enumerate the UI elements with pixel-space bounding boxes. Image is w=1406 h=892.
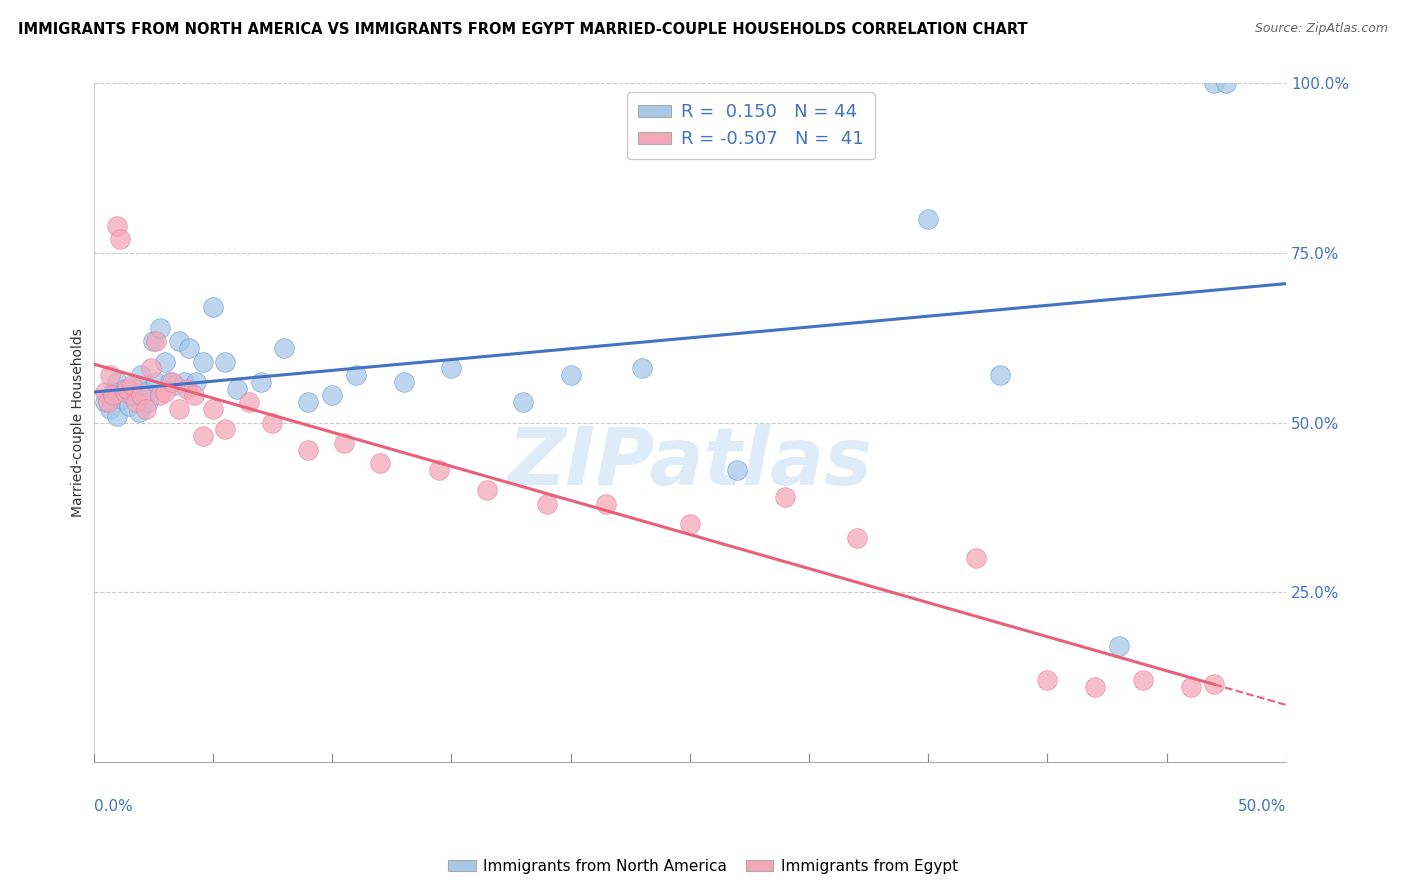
Point bbox=[917, 212, 939, 227]
Legend: R =  0.150   N = 44, R = -0.507   N =  41: R = 0.150 N = 44, R = -0.507 N = 41 bbox=[627, 93, 875, 159]
Point bbox=[1132, 673, 1154, 688]
Point bbox=[183, 388, 205, 402]
Point bbox=[214, 354, 236, 368]
Point bbox=[98, 402, 121, 417]
Point bbox=[512, 395, 534, 409]
Point bbox=[177, 341, 200, 355]
Point bbox=[129, 388, 152, 402]
Text: Source: ZipAtlas.com: Source: ZipAtlas.com bbox=[1254, 22, 1388, 36]
Point bbox=[163, 378, 186, 392]
Point bbox=[1204, 677, 1226, 691]
Point bbox=[1108, 640, 1130, 654]
Point bbox=[427, 463, 450, 477]
Point bbox=[121, 388, 143, 402]
Point bbox=[392, 375, 415, 389]
Point bbox=[727, 463, 749, 477]
Point bbox=[94, 395, 117, 409]
Point bbox=[845, 531, 868, 545]
Point bbox=[125, 395, 148, 409]
Point bbox=[153, 385, 176, 400]
Point bbox=[1204, 77, 1226, 91]
Point bbox=[368, 456, 391, 470]
Point bbox=[679, 517, 702, 532]
Point bbox=[149, 388, 172, 402]
Point bbox=[321, 388, 343, 402]
Point bbox=[97, 395, 120, 409]
Point bbox=[98, 368, 121, 383]
Point bbox=[94, 385, 117, 400]
Point bbox=[173, 375, 195, 389]
Point bbox=[107, 375, 129, 389]
Point bbox=[214, 422, 236, 436]
Point bbox=[184, 375, 207, 389]
Point bbox=[111, 392, 134, 406]
Point bbox=[1084, 680, 1107, 694]
Point bbox=[536, 497, 558, 511]
Point bbox=[138, 395, 160, 409]
Point bbox=[145, 375, 167, 389]
Point bbox=[988, 368, 1011, 383]
Point bbox=[238, 395, 260, 409]
Point bbox=[162, 375, 184, 389]
Point bbox=[115, 382, 138, 396]
Point bbox=[169, 402, 191, 417]
Y-axis label: Married-couple Households: Married-couple Households bbox=[72, 328, 86, 517]
Legend: Immigrants from North America, Immigrants from Egypt: Immigrants from North America, Immigrant… bbox=[441, 853, 965, 880]
Point bbox=[118, 399, 141, 413]
Point bbox=[225, 382, 247, 396]
Point bbox=[139, 361, 162, 376]
Point bbox=[114, 382, 136, 396]
Point bbox=[193, 354, 215, 368]
Point bbox=[169, 334, 191, 349]
Point bbox=[1180, 680, 1202, 694]
Point bbox=[129, 368, 152, 383]
Point bbox=[475, 483, 498, 498]
Point bbox=[560, 368, 582, 383]
Point bbox=[965, 551, 987, 566]
Point bbox=[107, 219, 129, 233]
Point bbox=[114, 385, 136, 400]
Point bbox=[107, 409, 129, 423]
Point bbox=[176, 382, 198, 396]
Point bbox=[297, 442, 319, 457]
Point bbox=[1036, 673, 1059, 688]
Point bbox=[193, 429, 215, 443]
Point bbox=[121, 378, 143, 392]
Point bbox=[262, 416, 284, 430]
Point bbox=[249, 375, 271, 389]
Point bbox=[201, 300, 224, 314]
Text: ZIPatlas: ZIPatlas bbox=[508, 425, 872, 502]
Point bbox=[273, 341, 295, 355]
Text: 0.0%: 0.0% bbox=[94, 799, 132, 814]
Point bbox=[1215, 77, 1237, 91]
Point bbox=[201, 402, 224, 417]
Point bbox=[297, 395, 319, 409]
Point bbox=[773, 490, 796, 504]
Point bbox=[344, 368, 367, 383]
Point bbox=[333, 436, 356, 450]
Point bbox=[108, 232, 131, 246]
Point bbox=[101, 388, 124, 402]
Point bbox=[440, 361, 463, 376]
Point bbox=[149, 320, 172, 334]
Text: IMMIGRANTS FROM NORTH AMERICA VS IMMIGRANTS FROM EGYPT MARRIED-COUPLE HOUSEHOLDS: IMMIGRANTS FROM NORTH AMERICA VS IMMIGRA… bbox=[18, 22, 1028, 37]
Point bbox=[125, 378, 148, 392]
Point bbox=[128, 405, 150, 419]
Point bbox=[595, 497, 617, 511]
Point bbox=[631, 361, 654, 376]
Point bbox=[142, 334, 165, 349]
Text: 50.0%: 50.0% bbox=[1237, 799, 1286, 814]
Point bbox=[159, 375, 181, 389]
Point bbox=[101, 385, 124, 400]
Point bbox=[135, 402, 157, 417]
Point bbox=[135, 385, 157, 400]
Point bbox=[153, 354, 176, 368]
Point bbox=[145, 334, 167, 349]
